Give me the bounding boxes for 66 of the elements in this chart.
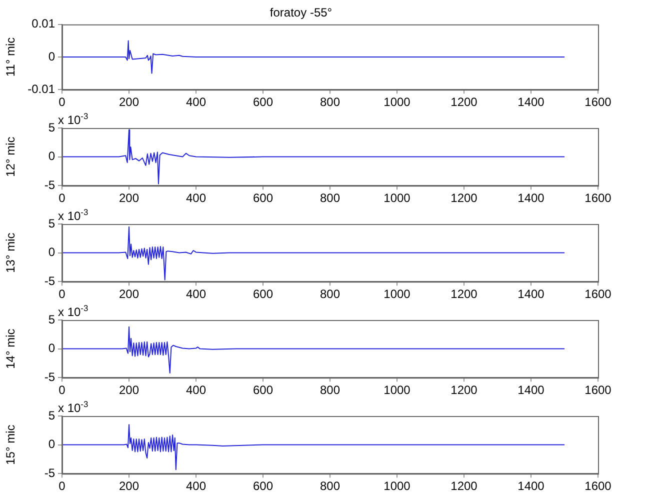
x-tick-label: 1400: [518, 479, 545, 494]
x-tick-label: 600: [252, 287, 274, 302]
x-tick-label: 1200: [450, 287, 478, 302]
x-tick-label: 200: [118, 191, 140, 206]
x-tick-label: 800: [320, 383, 340, 398]
x-tick-label: 400: [186, 191, 206, 206]
x-tick-label: 600: [252, 95, 274, 110]
y-tick-label: -5: [44, 274, 56, 288]
y-axis-title: 11° mic: [4, 37, 18, 77]
x-tick-label: 1000: [384, 479, 411, 494]
y-tick-label: 0: [48, 49, 56, 64]
x-tick-label: 400: [186, 95, 206, 110]
x-tick-label: 1000: [384, 191, 411, 206]
chart-title: foratoy -55°: [270, 6, 332, 20]
y-tick-label: -5: [44, 178, 56, 192]
y-axis-title: 15° mic: [4, 424, 18, 465]
x-tick-label: 400: [186, 479, 206, 494]
x-tick-label: 1000: [384, 287, 411, 302]
x-tick-label: 1200: [450, 479, 478, 494]
x-tick-label: 800: [320, 95, 340, 110]
y-axis-title: 12° mic: [4, 136, 18, 177]
x-tick-label: 400: [186, 287, 206, 302]
x-tick-label: 1200: [450, 95, 478, 110]
x-tick-label: 0: [58, 191, 66, 206]
y-axis-title: 14° mic: [4, 328, 18, 369]
x-tick-label: 1600: [584, 191, 612, 206]
x-tick-label: 600: [252, 191, 274, 206]
x-tick-label: 1200: [450, 191, 478, 206]
x-tick-label: 1600: [584, 287, 612, 302]
x-tick-label: 1400: [518, 287, 545, 302]
x-tick-label: 1400: [518, 95, 545, 110]
x-tick-label: 0: [58, 287, 66, 302]
y-tick-label: 5: [48, 120, 56, 134]
x-tick-label: 200: [118, 95, 140, 110]
x-tick-label: 200: [118, 479, 140, 494]
y-tick-label: 5: [48, 312, 56, 326]
y-tick-label: 0: [48, 245, 56, 260]
y-tick-label: -5: [44, 466, 56, 480]
x-tick-label: 600: [252, 479, 274, 494]
x-tick-label: 0: [58, 479, 66, 494]
x-tick-label: 1600: [584, 383, 612, 398]
x-tick-label: 0: [58, 95, 66, 110]
y-tick-label: 0: [48, 341, 56, 356]
x-tick-label: 1000: [384, 95, 411, 110]
y-tick-label: 5: [48, 216, 56, 230]
y-tick-label: 0: [48, 437, 56, 452]
y-tick-label: 0: [48, 149, 56, 164]
y-tick-label: 0.01: [32, 16, 56, 31]
x-tick-label: 1400: [518, 383, 545, 398]
x-tick-label: 1600: [584, 479, 612, 494]
y-tick-label: 5: [48, 408, 56, 422]
x-tick-label: 800: [320, 479, 340, 494]
x-tick-label: 200: [118, 287, 140, 302]
y-tick-label: -5: [44, 370, 56, 384]
x-tick-label: 1400: [518, 191, 545, 206]
x-tick-label: 400: [186, 383, 206, 398]
x-tick-label: 0: [58, 383, 66, 398]
x-tick-label: 200: [118, 383, 140, 398]
y-axis-title: 13° mic: [4, 232, 18, 273]
x-tick-label: 1200: [450, 383, 478, 398]
x-tick-label: 600: [252, 383, 274, 398]
x-tick-label: 1600: [584, 95, 612, 110]
y-tick-label: -0.01: [28, 82, 56, 96]
x-tick-label: 800: [320, 287, 340, 302]
x-tick-label: 1000: [384, 383, 411, 398]
x-tick-label: 800: [320, 191, 340, 206]
